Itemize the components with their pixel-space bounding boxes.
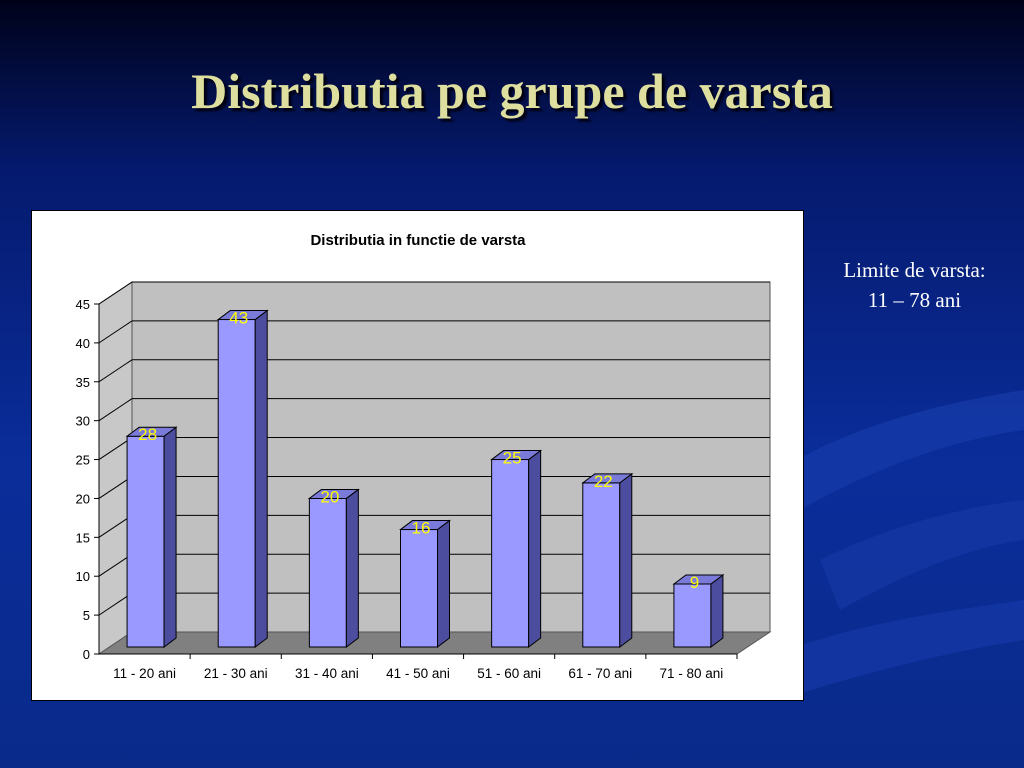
bar	[673, 583, 712, 648]
bar-top	[490, 450, 543, 461]
bar-top	[672, 574, 725, 585]
bar-data-label: 9	[690, 573, 699, 592]
bar-data-label: 25	[503, 449, 522, 468]
bar-data-label: 43	[229, 309, 248, 328]
x-category-label: 61 - 70 ani	[568, 666, 632, 681]
bar-data-label: 16	[412, 519, 431, 538]
age-limits-note: Limite de varsta: 11 – 78 ani	[812, 255, 1017, 315]
gridline-side	[98, 359, 133, 383]
gridline-side	[98, 281, 133, 305]
chart-panel: 0 5 10 15 20 25 30 35 40 45 28 11 - 20 ani 43 21 - 30…	[31, 210, 804, 701]
gridline-side	[98, 476, 133, 499]
bar-side	[437, 519, 450, 648]
bar-side	[163, 426, 177, 648]
gridline-side	[98, 320, 133, 344]
bar	[582, 482, 621, 648]
x-category-label: 41 - 50 ani	[386, 666, 450, 681]
bar-side	[710, 574, 724, 648]
bar	[491, 459, 530, 648]
y-tick-label: 45	[76, 297, 90, 312]
gridline-side	[98, 437, 133, 460]
y-tick-label: 25	[76, 453, 90, 468]
y-tick-label: 10	[76, 569, 90, 584]
x-category-label: 21 - 30 ani	[204, 666, 268, 681]
x-category-label: 71 - 80 ani	[660, 666, 724, 681]
bar-top	[307, 488, 360, 499]
y-tick-label: 35	[76, 375, 90, 390]
gridline-side	[98, 553, 133, 577]
bar	[217, 319, 256, 648]
bar	[126, 435, 165, 648]
y-tick-label: 0	[83, 647, 90, 662]
bar-top	[399, 520, 451, 531]
x-category-label: 51 - 60 ani	[477, 666, 541, 681]
x-category-label: 31 - 40 ani	[295, 666, 359, 681]
bar-top	[216, 310, 269, 321]
bar-data-label: 22	[594, 472, 613, 491]
y-tick-label: 5	[83, 608, 90, 623]
y-tick-label: 30	[76, 414, 90, 429]
bar-top	[125, 426, 178, 437]
bar-top	[581, 473, 634, 484]
slide-title: Distributia pe grupe de varsta	[191, 63, 833, 119]
bar-side	[254, 309, 268, 648]
bar-data-label: 20	[320, 487, 339, 506]
bar	[308, 497, 347, 648]
gridline-side	[98, 398, 133, 422]
y-tick-label: 20	[76, 491, 90, 506]
age-limits-range: 11 – 78 ani	[867, 288, 962, 312]
age-limits-heading: Limite de varsta:	[843, 258, 986, 282]
gridline-side	[98, 514, 133, 538]
x-category-label: 11 - 20 ani	[113, 666, 176, 681]
y-tick-label: 15	[76, 530, 90, 545]
bar-chart: 0 5 10 15 20 25 30 35 40 45 28 11 - 20 ani 43 21 - 30…	[76, 232, 772, 681]
bar	[400, 529, 438, 648]
bar-data-label: 28	[138, 425, 157, 444]
gridline-side	[98, 592, 133, 616]
bar-side	[619, 472, 633, 648]
bar-side	[345, 488, 359, 648]
chart-title: Distributia in functie de varsta	[310, 232, 526, 249]
bar-side	[528, 449, 542, 648]
y-tick-label: 40	[76, 336, 90, 351]
